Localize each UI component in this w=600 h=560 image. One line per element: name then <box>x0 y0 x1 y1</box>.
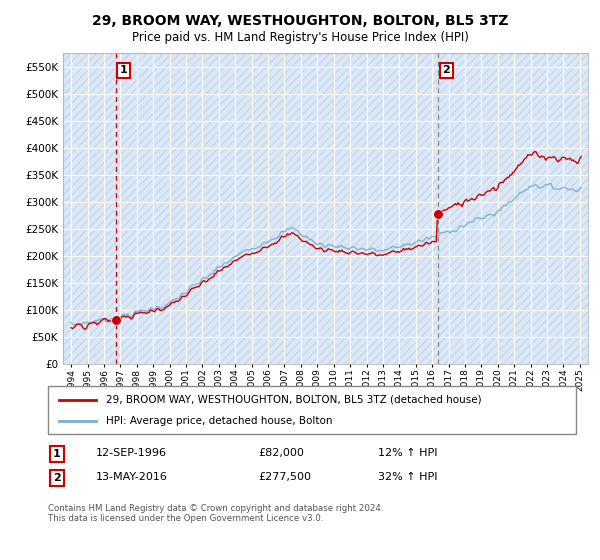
Text: 2: 2 <box>53 473 61 483</box>
Text: 2: 2 <box>442 66 450 75</box>
Text: 29, BROOM WAY, WESTHOUGHTON, BOLTON, BL5 3TZ: 29, BROOM WAY, WESTHOUGHTON, BOLTON, BL5… <box>92 14 508 28</box>
Text: £82,000: £82,000 <box>258 448 304 458</box>
FancyBboxPatch shape <box>48 386 576 434</box>
Text: Contains HM Land Registry data © Crown copyright and database right 2024.
This d: Contains HM Land Registry data © Crown c… <box>48 504 383 524</box>
Text: 29, BROOM WAY, WESTHOUGHTON, BOLTON, BL5 3TZ (detached house): 29, BROOM WAY, WESTHOUGHTON, BOLTON, BL5… <box>106 395 482 405</box>
Text: £277,500: £277,500 <box>258 472 311 482</box>
Text: 32% ↑ HPI: 32% ↑ HPI <box>378 472 437 482</box>
Text: HPI: Average price, detached house, Bolton: HPI: Average price, detached house, Bolt… <box>106 416 332 426</box>
Text: 1: 1 <box>119 66 127 75</box>
Text: 12-SEP-1996: 12-SEP-1996 <box>96 448 167 458</box>
Text: 1: 1 <box>53 449 61 459</box>
Text: 13-MAY-2016: 13-MAY-2016 <box>96 472 168 482</box>
Text: 12% ↑ HPI: 12% ↑ HPI <box>378 448 437 458</box>
Text: Price paid vs. HM Land Registry's House Price Index (HPI): Price paid vs. HM Land Registry's House … <box>131 31 469 44</box>
